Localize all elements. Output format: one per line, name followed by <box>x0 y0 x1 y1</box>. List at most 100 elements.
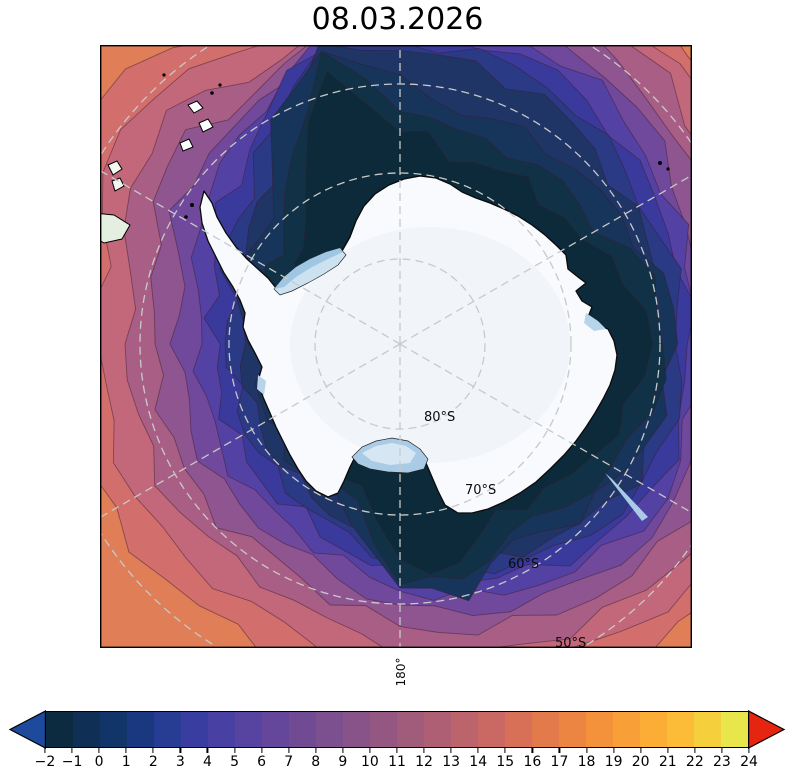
gridline-label-50s: 50°S <box>555 636 587 651</box>
colorbar-tick-label: 9 <box>338 754 348 770</box>
colorbar-tick <box>44 748 46 753</box>
colorbar-tick <box>450 748 452 753</box>
colorbar-segment <box>370 712 397 747</box>
gridline-label-60s: 60°S <box>508 557 540 572</box>
colorbar-segment <box>694 712 721 747</box>
colorbar-segment <box>343 712 370 747</box>
antarctic-sst-map: 80°S 70°S 60°S 50°S <box>100 45 692 651</box>
colorbar-segment <box>397 712 424 747</box>
colorbar-tick-label: 5 <box>230 754 239 770</box>
colorbar-tick-label: 18 <box>577 754 596 770</box>
graticule <box>100 45 692 648</box>
colorbar-tick-label: 2 <box>148 754 158 770</box>
colorbar-tick <box>342 748 344 753</box>
colorbar-segment <box>451 712 478 747</box>
colorbar-tick <box>98 748 100 753</box>
colorbar-tick-label: 23 <box>713 754 731 770</box>
colorbar-tick-label: −2 <box>34 754 56 770</box>
colorbar-tick-label: 6 <box>257 754 267 770</box>
colorbar-tick-label: 7 <box>284 754 294 770</box>
colorbar-tick <box>71 748 73 753</box>
colorbar-segment <box>721 712 748 747</box>
colorbar-segment <box>613 712 640 747</box>
colorbar-segment <box>100 712 127 747</box>
colorbar-segment <box>289 712 316 747</box>
colorbar-tick-label: 8 <box>311 754 321 770</box>
colorbar-segment <box>586 712 613 747</box>
colorbar-tick-label: 17 <box>550 754 569 770</box>
colorbar-tick <box>667 748 669 753</box>
colorbar-tick-label: 15 <box>496 754 515 770</box>
colorbar-tick-label: 12 <box>415 754 433 770</box>
colorbar-segment <box>424 712 451 747</box>
colorbar-tick <box>613 748 615 753</box>
ross-ice-shelf-inner <box>362 443 416 465</box>
colorbar-tick <box>477 748 479 753</box>
colorbar-tick-label: 21 <box>658 754 677 770</box>
map-canvas <box>100 45 692 648</box>
colorbar-tick-label: 11 <box>388 754 406 770</box>
colorbar-tick <box>315 748 317 753</box>
colorbar-segment <box>262 712 289 747</box>
colorbar-segment <box>181 712 208 747</box>
colorbar-tick-label: −1 <box>61 754 83 770</box>
colorbar-tick <box>152 748 154 753</box>
colorbar-tick-label: 3 <box>175 754 185 770</box>
colorbar-segment <box>478 712 505 747</box>
colorbar-under-arrow <box>8 710 46 749</box>
colorbar-segment <box>46 712 73 747</box>
colorbar-tick-label: 4 <box>202 754 212 770</box>
colorbar-segment <box>640 712 667 747</box>
colorbar-segment <box>208 712 235 747</box>
colorbar-tick-label: 1 <box>121 754 131 770</box>
colorbar-over-arrow <box>748 710 786 749</box>
colorbar-tick-label: 22 <box>685 754 704 770</box>
ronne-ice-shelf-front <box>274 248 343 289</box>
colorbar-tick-label: 19 <box>604 754 623 770</box>
colorbar-tick <box>206 748 209 753</box>
south-america-tip <box>100 213 131 244</box>
colorbar-tick <box>531 748 533 753</box>
map-border <box>100 45 692 648</box>
circle-70s <box>228 172 572 516</box>
colorbar-tick <box>585 748 588 753</box>
colorbar-tick-label: 0 <box>94 754 104 770</box>
coastal-ice-strip <box>257 375 266 395</box>
colorbar-tick <box>125 748 127 753</box>
colorbar-tick <box>369 748 371 753</box>
figure-title: 08.03.2026 <box>311 2 484 37</box>
colorbar-tick-label: 13 <box>442 754 461 770</box>
colorbar-segment <box>127 712 154 747</box>
amery-ice-shelf <box>584 313 606 331</box>
gridline-label-80s: 80°S <box>424 410 456 425</box>
antarctica-continent <box>199 175 618 514</box>
colorbar-tick <box>288 748 290 753</box>
colorbar-tick-label: 20 <box>631 754 650 770</box>
colorbar-segment <box>154 712 181 747</box>
colorbar-tick <box>558 748 561 753</box>
colorbar-tick <box>694 748 696 753</box>
colorbar-tick-label: 24 <box>740 754 758 770</box>
colorbar-segment <box>73 712 100 747</box>
colorbar-segment <box>559 712 586 747</box>
colorbar-tick-label: 14 <box>469 754 488 770</box>
ice-shelves <box>257 247 648 521</box>
colorbar-segment <box>532 712 559 747</box>
colorbar-segment <box>505 712 532 747</box>
colorbar-tick <box>396 748 398 753</box>
colorbar <box>45 711 749 748</box>
colorbar-tick-label: 10 <box>361 754 379 770</box>
colorbar-tick <box>748 748 750 753</box>
gridline-label-70s: 70°S <box>465 483 497 498</box>
colorbar-tick <box>423 748 425 753</box>
colorbar-segment <box>667 712 694 747</box>
colorbar-segment <box>316 712 343 747</box>
colorbar-tick <box>721 748 723 753</box>
colorbar-tick <box>640 748 642 753</box>
colorbar-tick <box>179 748 181 753</box>
ice-sheet-shading <box>290 227 570 463</box>
colorbar-segment <box>235 712 262 747</box>
colorbar-tick-label: 16 <box>523 754 542 770</box>
gridline-label-180: 180° <box>394 657 408 687</box>
